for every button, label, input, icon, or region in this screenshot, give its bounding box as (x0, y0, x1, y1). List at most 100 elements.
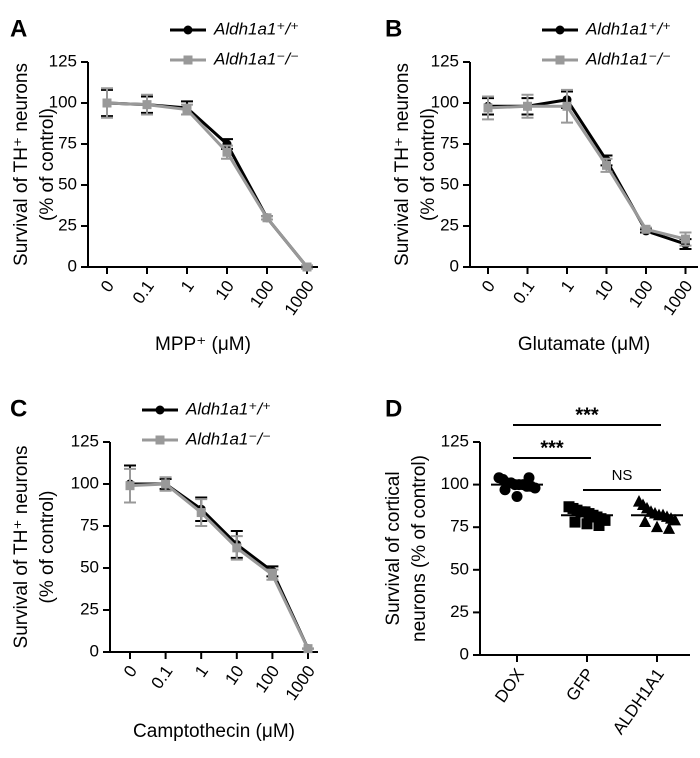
y-tick-label: 100 (71, 473, 99, 492)
x-axis-label: Glutamate (μM) (518, 334, 650, 355)
y-tick-label: 75 (80, 515, 99, 534)
data-point (483, 103, 493, 113)
data-point (102, 98, 112, 108)
legend-marker (183, 25, 193, 35)
series-line (130, 482, 310, 650)
legend-marker (155, 435, 165, 445)
y-axis-label: neurons (% of control) (409, 455, 430, 642)
y-tick-label: 100 (431, 92, 459, 111)
data-point (267, 570, 277, 580)
data-point (569, 516, 581, 528)
x-tick-label: GFP (562, 665, 598, 705)
x-tick-label: 0.1 (147, 662, 176, 692)
y-tick-label: 75 (58, 133, 77, 152)
y-axis-label: Survival of TH⁺ neurons (11, 63, 32, 266)
y-tick-label: 75 (440, 133, 459, 152)
y-tick-label: 125 (71, 431, 99, 450)
series-line (106, 101, 309, 268)
data-point (662, 522, 676, 534)
x-tick-label: 0 (478, 277, 499, 296)
legend-marker (155, 405, 165, 415)
x-tick-label: 1000 (282, 662, 319, 704)
x-axis-label: Camptothecin (μM) (133, 721, 295, 742)
legend-marker (555, 55, 565, 65)
x-tick-label: 10 (221, 662, 247, 688)
panel-letter: B (385, 15, 402, 42)
legend-label: Aldh1a1⁺/⁺ (185, 399, 271, 418)
y-tick-label: 50 (80, 557, 99, 576)
data-point (262, 213, 272, 223)
x-axis-label: MPP⁺ (μM) (155, 334, 251, 355)
significance-label: *** (575, 404, 599, 426)
x-tick-label: 1000 (659, 277, 696, 319)
x-tick-label: 1000 (281, 277, 318, 319)
data-point (581, 518, 593, 530)
data-point (650, 520, 664, 533)
data-point (302, 262, 312, 272)
data-point (602, 160, 611, 170)
data-point (593, 519, 605, 531)
data-point (562, 101, 572, 111)
y-tick-label: 0 (68, 256, 77, 275)
x-tick-label: 10 (212, 277, 238, 303)
panel-letter: C (10, 395, 27, 422)
x-tick-label: 0 (97, 277, 118, 296)
data-point (599, 514, 611, 526)
y-tick-label: 125 (49, 51, 77, 70)
data-point (641, 224, 651, 234)
data-point (499, 484, 511, 496)
x-tick-label: DOX (491, 665, 528, 706)
data-point (182, 105, 192, 115)
series-line (488, 98, 686, 246)
y-tick-label: 0 (90, 641, 99, 660)
legend-label: Aldh1a1⁻/⁻ (213, 49, 299, 68)
y-tick-label: 75 (450, 517, 469, 536)
data-point (125, 481, 135, 491)
series-line (129, 482, 310, 650)
y-tick-label: 25 (80, 599, 99, 618)
data-point (523, 101, 532, 111)
legend-marker (183, 55, 193, 65)
legend-marker (555, 25, 565, 35)
y-tick-label: 125 (441, 431, 469, 450)
data-point (638, 515, 652, 528)
y-axis-label: (% of control) (418, 108, 439, 221)
series-line (106, 101, 309, 268)
data-point (511, 491, 523, 503)
x-tick-label: 100 (625, 277, 657, 311)
y-tick-label: 25 (58, 215, 77, 234)
y-tick-label: 100 (441, 474, 469, 493)
significance-label: NS (612, 467, 633, 484)
x-tick-label: 0.1 (509, 277, 538, 307)
y-axis-label: Survival of TH⁺ neurons (392, 63, 413, 266)
x-tick-label: 1 (177, 277, 198, 296)
y-axis-label: Survival of cortical (383, 471, 404, 625)
y-tick-label: 25 (440, 215, 459, 234)
data-point (523, 472, 535, 484)
data-point (232, 543, 242, 553)
y-tick-label: 50 (440, 174, 459, 193)
y-tick-label: 50 (450, 559, 469, 578)
legend-label: Aldh1a1⁺/⁺ (213, 19, 299, 38)
data-point (668, 513, 682, 526)
x-tick-label: 10 (591, 277, 617, 303)
x-tick-label: 100 (252, 662, 284, 696)
data-point (681, 234, 690, 244)
y-tick-label: 0 (460, 644, 469, 663)
x-tick-label: 0.1 (129, 277, 158, 307)
x-tick-label: 100 (246, 277, 278, 311)
y-axis-label: (% of control) (37, 108, 58, 221)
y-tick-label: 125 (431, 51, 459, 70)
x-tick-label: 1 (557, 277, 578, 296)
data-point (142, 100, 152, 110)
data-point (222, 147, 232, 157)
y-tick-label: 0 (450, 256, 459, 275)
series-line (487, 104, 686, 241)
significance-label: *** (540, 437, 564, 459)
y-tick-label: 100 (49, 92, 77, 111)
data-point (161, 479, 171, 489)
x-tick-label: ALDH1A1 (609, 665, 668, 738)
legend-label: Aldh1a1⁻/⁻ (585, 49, 671, 68)
panel-letter: A (10, 15, 27, 42)
